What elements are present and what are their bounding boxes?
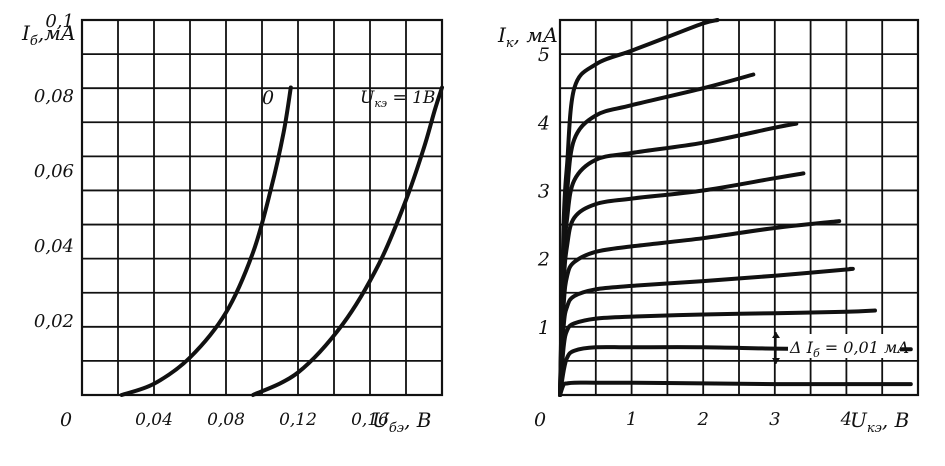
right-series-curve-9 [558, 18, 720, 397]
left-chart: 0,04 0,08 0,12 0,16 0,02 0,04 0,06 0,08 0,1 0 I… [21, 11, 444, 436]
right-chart: 1 2 3 4 1 2 3 4 5 0 Iк, мА Uкэ, В Δ Iб = 0,01 м… [497, 18, 920, 436]
delta-ib-annotation: Δ Iб = 0,01 мА [772, 332, 909, 364]
right-origin-label: 0 [534, 409, 546, 431]
right-series-curve-3 [558, 308, 877, 397]
right-y-axis-label: Iк, мА [497, 23, 558, 51]
right-x-tick-label: 1 [626, 409, 637, 430]
left-x-tick-label: 0,04 [135, 410, 173, 430]
left-chart-frame [80, 18, 444, 397]
right-y-tick-label: 1 [538, 317, 550, 339]
left-y-tick-labels: 0,02 0,04 0,06 0,08 0,1 [34, 11, 74, 332]
left-y-tick-label: 0,1 [45, 11, 74, 32]
left-y-tick-label: 0,08 [34, 86, 74, 107]
delta-ib-label-bg [788, 334, 900, 358]
left-y-tick-label: 0,02 [34, 311, 74, 332]
left-y-axis-label: Iб,мА [21, 21, 76, 49]
right-series-curve-1 [558, 380, 913, 397]
right-chart-grid [560, 20, 918, 395]
left-series-label-zero: 0 [262, 87, 274, 109]
left-chart-grid [82, 20, 442, 395]
right-series-curve-4 [558, 266, 855, 397]
right-x-tick-label: 2 [696, 409, 708, 430]
right-x-axis-label: Uкэ, В [850, 408, 909, 436]
right-y-tick-label: 4 [537, 112, 550, 134]
right-y-tick-label: 5 [538, 44, 550, 66]
left-y-tick-label: 0,06 [34, 161, 74, 182]
left-series-curve-2 [251, 85, 444, 397]
left-x-tick-label: 0,16 [351, 410, 389, 430]
left-x-tick-labels: 0,04 0,08 0,12 0,16 [135, 410, 389, 430]
left-x-tick-label: 0,08 [207, 410, 245, 430]
delta-ib-arrow-down-head [772, 358, 780, 364]
left-origin-label: 0 [60, 409, 72, 431]
right-y-tick-label: 3 [538, 180, 550, 202]
right-x-tick-label: 4 [840, 409, 852, 430]
left-chart-curves [119, 85, 444, 397]
delta-ib-label: Δ Iб = 0,01 мА [789, 338, 909, 360]
right-y-tick-label: 2 [537, 249, 550, 271]
right-x-tick-labels: 1 2 3 4 [626, 409, 852, 430]
left-series-curve-1 [119, 85, 293, 397]
right-chart-frame [558, 18, 920, 397]
right-series-curve-5 [558, 219, 842, 397]
right-x-tick-label: 3 [769, 409, 780, 430]
left-x-tick-label: 0,12 [279, 410, 317, 430]
left-x-axis-label: Uбэ, В [372, 408, 432, 436]
left-y-tick-label: 0,04 [34, 236, 74, 257]
right-y-tick-labels: 1 2 3 4 5 [537, 44, 550, 339]
left-series-label-uke: Uкэ = 1В [360, 88, 435, 110]
delta-ib-arrow-up-head [772, 332, 780, 338]
